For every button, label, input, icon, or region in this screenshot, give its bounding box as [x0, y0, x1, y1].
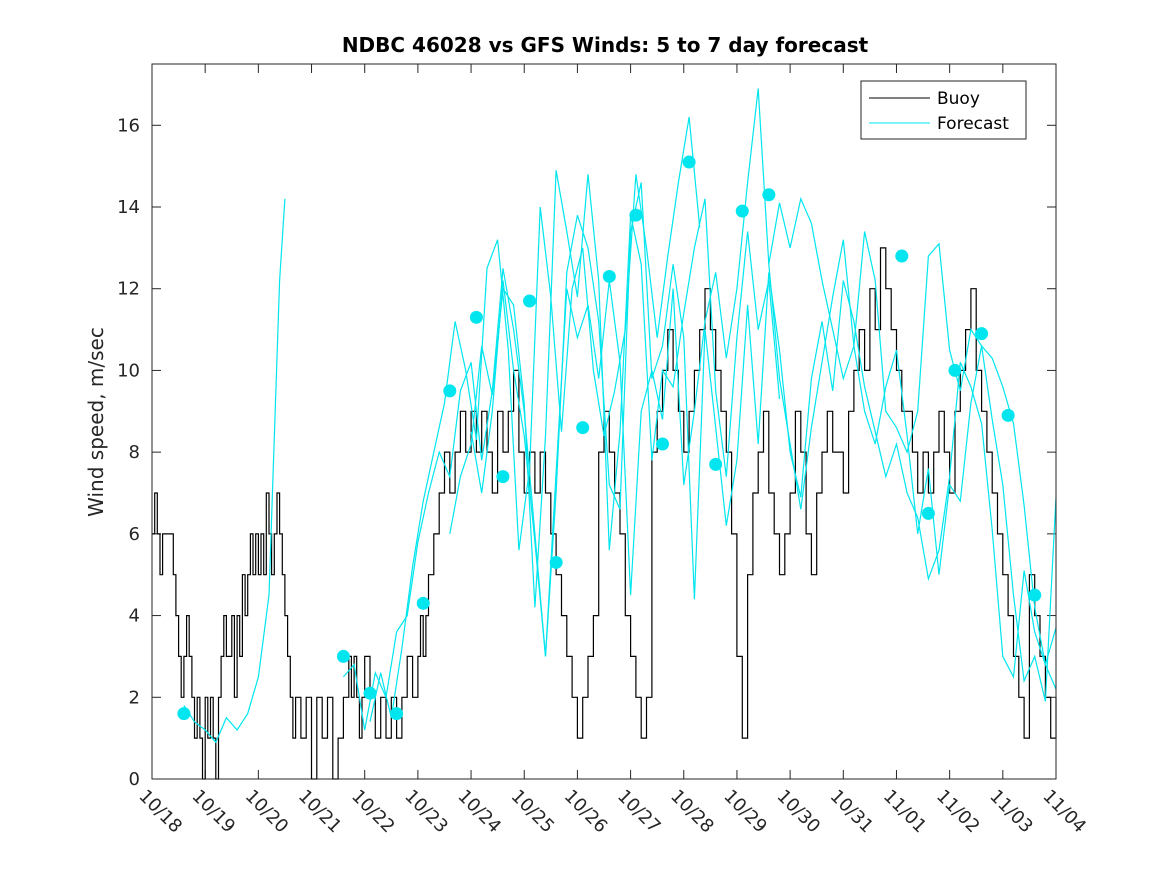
forecast-point: [1001, 408, 1015, 422]
legend-forecast-label: Forecast: [937, 114, 1009, 134]
legend-buoy-label: Buoy: [937, 89, 980, 109]
forecast-point: [602, 269, 616, 283]
forecast-series-line-5: [491, 88, 1057, 702]
y-tick-label: 10: [117, 360, 140, 381]
forecast-point: [336, 649, 350, 663]
forecast-point: [576, 421, 590, 435]
forecast-point: [948, 363, 962, 377]
forecast-point: [655, 437, 669, 451]
forecast-point: [416, 596, 430, 610]
forecast-point: [523, 294, 537, 308]
forecast-series-line-7: [768, 196, 1057, 665]
forecast-point: [549, 555, 563, 569]
forecast-point: [762, 188, 776, 202]
forecast-point: [709, 457, 723, 471]
forecast-point: [496, 470, 510, 484]
forecast-series-line-1: [183, 198, 286, 744]
y-tick-label: 2: [129, 687, 140, 708]
forecast-point: [390, 707, 404, 721]
forecast-point: [629, 208, 643, 222]
forecast-point: [682, 155, 696, 169]
forecast-point: [443, 384, 457, 398]
forecast-point: [735, 204, 749, 218]
forecast-point: [921, 506, 935, 520]
y-axis-label: Wind speed, m/sec: [84, 327, 108, 517]
forecast-point: [177, 707, 191, 721]
legend: Buoy Forecast: [860, 80, 1027, 140]
legend-box: [860, 80, 1027, 140]
y-tick-label: 0: [129, 769, 140, 790]
forecast-point: [1028, 588, 1042, 602]
axes-frame: [151, 63, 1057, 780]
y-tick-label: 14: [117, 197, 140, 218]
y-tick-label: 6: [129, 524, 140, 545]
y-tick-label: 16: [117, 115, 140, 136]
y-tick-label: 12: [117, 279, 140, 300]
y-tick-label: 4: [129, 606, 140, 627]
forecast-point: [363, 686, 377, 700]
forecast-series-line-2: [342, 362, 493, 731]
chart-title: NDBC 46028 vs GFS Winds: 5 to 7 day fore…: [342, 33, 869, 57]
forecast-series-line-6: [470, 182, 1057, 690]
forecast-point: [895, 249, 909, 263]
forecast-point: [975, 327, 989, 341]
forecast-point: [469, 310, 483, 324]
forecast-series-line-3: [369, 117, 701, 722]
y-tick-label: 8: [129, 442, 140, 463]
